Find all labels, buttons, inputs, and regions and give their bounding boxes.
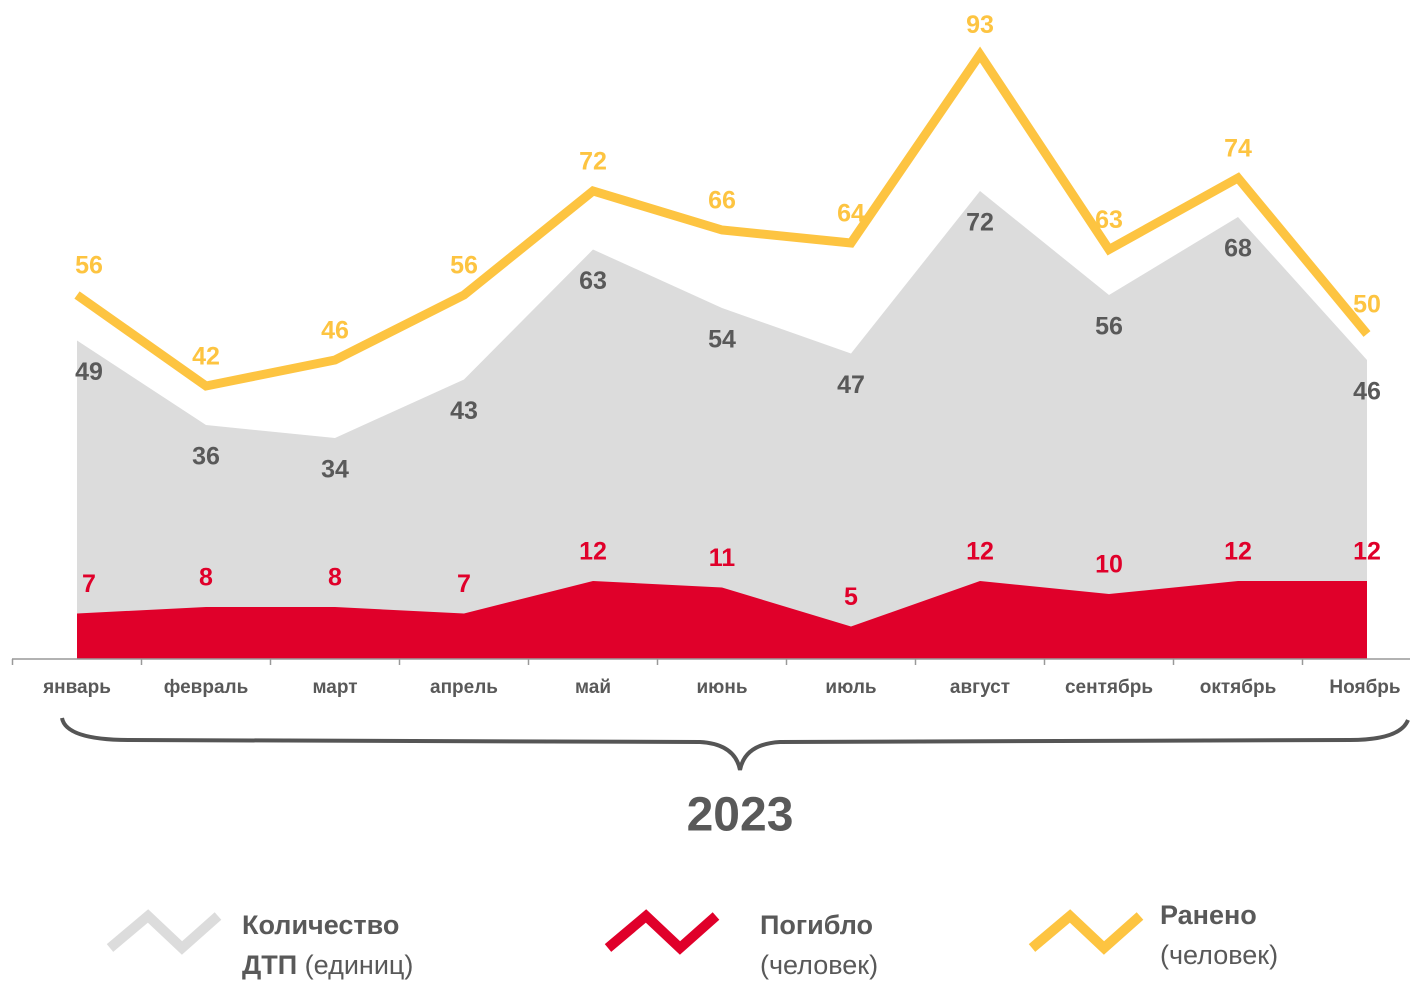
data-label: 12	[579, 538, 607, 566]
legend-unit: (человек)	[1160, 940, 1279, 970]
data-label: 56	[75, 252, 103, 280]
data-label: 50	[1353, 291, 1381, 319]
data-label: 12	[1353, 538, 1381, 566]
legend-name: Ранено	[1160, 900, 1257, 930]
x-tick-label: октябрь	[1200, 677, 1277, 698]
data-label: 10	[1095, 551, 1123, 579]
data-label: 47	[837, 371, 865, 399]
x-tick-label: сентябрь	[1065, 677, 1153, 698]
legend-entry: Ранено (человек)	[1160, 895, 1345, 975]
data-label: 93	[966, 11, 994, 39]
data-label: 7	[82, 570, 96, 598]
legend-name: Погибло	[760, 910, 874, 940]
data-label: 74	[1224, 135, 1252, 163]
data-label: 11	[709, 544, 736, 572]
x-tick-label: июль	[825, 677, 876, 698]
legend-unit: (человек)	[760, 950, 879, 980]
data-label: 72	[579, 148, 607, 176]
data-label: 54	[708, 326, 736, 354]
legend-name: Количество ДТП	[242, 910, 400, 980]
data-label: 8	[328, 564, 342, 592]
data-label: 12	[1224, 538, 1252, 566]
x-tick-label: апрель	[430, 677, 498, 698]
data-label: 8	[199, 564, 213, 592]
area	[77, 581, 1367, 659]
legend-unit: (единиц)	[304, 950, 414, 980]
data-label: 46	[1353, 378, 1381, 406]
data-label: 49	[75, 358, 103, 386]
data-label: 56	[1095, 313, 1123, 341]
data-label: 72	[966, 209, 994, 237]
x-tick-label: июнь	[696, 677, 747, 698]
data-label: 5	[844, 583, 858, 611]
x-tick-label: май	[575, 677, 611, 698]
legend-icon	[1028, 909, 1144, 955]
legend-entry: Количество ДТП (единиц)	[242, 905, 427, 982]
data-label: 12	[966, 538, 994, 566]
x-tick-label: август	[950, 677, 1010, 698]
data-label: 42	[192, 343, 220, 371]
legend-icon	[604, 909, 720, 955]
data-label: 46	[321, 317, 349, 345]
area	[77, 191, 1367, 659]
data-label: 68	[1224, 235, 1252, 263]
period-brace	[60, 717, 1410, 771]
data-label: 56	[450, 252, 478, 280]
x-tick-label: Ноябрь	[1329, 677, 1400, 698]
data-label: 7	[457, 570, 471, 598]
period-label: 2023	[687, 789, 794, 842]
data-label: 66	[708, 187, 736, 215]
data-label: 43	[450, 397, 478, 425]
x-tick-label: февраль	[164, 677, 249, 698]
data-label: 36	[192, 443, 220, 471]
data-label: 64	[837, 200, 865, 228]
data-label: 63	[579, 267, 607, 295]
data-label: 34	[321, 456, 349, 484]
data-label: 63	[1095, 206, 1123, 234]
line	[74, 46, 1371, 391]
x-tick-label: март	[312, 677, 357, 698]
x-tick-label: январь	[42, 677, 111, 698]
legend-entry: Погибло (человек)	[760, 905, 945, 982]
legend-icon	[106, 909, 222, 955]
